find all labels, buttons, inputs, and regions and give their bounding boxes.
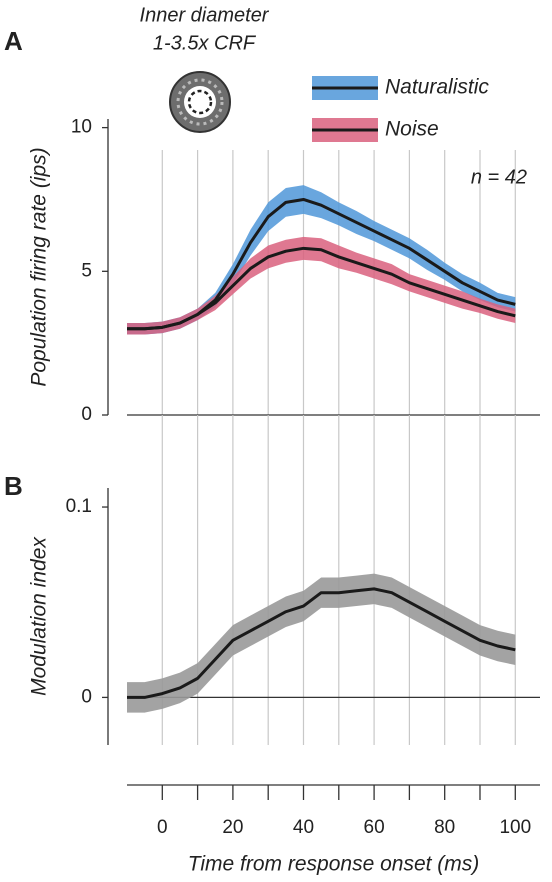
y-axis-label: Population firing rate (ips) <box>28 147 51 386</box>
error-band <box>127 185 516 335</box>
x-axis-label: Time from response onset (ms) <box>188 853 480 876</box>
y-tick-label: 0.1 <box>66 496 92 517</box>
inset-title: Inner diameter <box>140 4 270 26</box>
panel-label: B <box>4 471 23 501</box>
mean-line <box>127 587 516 699</box>
x-tick-label: 20 <box>222 817 243 838</box>
panel-label: A <box>4 26 23 56</box>
error-band <box>127 236 516 335</box>
inset-title: 1-3.5x CRF <box>153 32 257 54</box>
y-tick-label: 10 <box>71 117 92 138</box>
y-tick-label: 0 <box>81 686 92 707</box>
annotation: n = 42 <box>471 166 527 188</box>
y-tick-label: 5 <box>81 260 92 281</box>
mean-line <box>127 246 516 331</box>
legend-label: Naturalistic <box>385 76 489 99</box>
x-tick-label: 60 <box>364 817 385 838</box>
ring-texture <box>176 78 224 126</box>
y-tick-label: 0 <box>81 404 92 425</box>
legend-label: Noise <box>385 118 439 141</box>
x-tick-label: 0 <box>157 817 168 838</box>
x-tick-label: 40 <box>293 817 314 838</box>
inset-icon <box>169 71 231 133</box>
x-tick-label: 80 <box>434 817 455 838</box>
mean-line <box>127 197 516 331</box>
crf-circle <box>187 89 213 115</box>
y-axis-label: Modulation index <box>28 536 51 696</box>
x-tick-label: 100 <box>499 817 531 838</box>
